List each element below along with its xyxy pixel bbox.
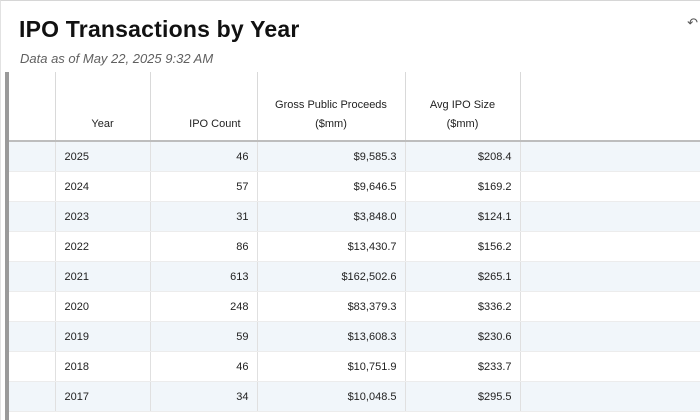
header-year[interactable]: Year: [55, 72, 151, 142]
header-avg-ipo-size[interactable]: Avg IPO Size ($mm): [405, 72, 521, 142]
row-spacer: [9, 351, 56, 382]
cell-empty: [520, 291, 700, 322]
table-row[interactable]: 2025 46 $9,585.3 $208.4: [9, 141, 700, 172]
table-row[interactable]: 2022 86 $13,430.7 $156.2: [9, 231, 700, 262]
cell-ipo-count: 31: [150, 201, 258, 232]
cell-ipo-count: 86: [150, 231, 258, 262]
cell-year: 2021: [55, 261, 151, 292]
cell-gross-proceeds: $10,048.5: [257, 381, 406, 412]
cell-gross-proceeds: $162,502.6: [257, 261, 406, 292]
cell-avg-ipo-size: $169.2: [405, 171, 521, 202]
cell-ipo-count: 46: [150, 351, 258, 382]
header-spacer: [9, 72, 56, 142]
table-row[interactable]: 2024 57 $9,646.5 $169.2: [9, 171, 700, 202]
row-spacer: [9, 231, 56, 262]
cell-avg-ipo-size: $295.5: [405, 381, 521, 412]
row-spacer: [9, 201, 56, 232]
refresh-icon[interactable]: ↶: [687, 15, 698, 30]
cell-gross-proceeds: $3,848.0: [257, 201, 406, 232]
table-row[interactable]: 2018 46 $10,751.9 $233.7: [9, 351, 700, 382]
row-spacer: [9, 321, 56, 352]
cell-year: 2019: [55, 321, 151, 352]
cell-year: 2018: [55, 351, 151, 382]
cell-year: 2023: [55, 201, 151, 232]
cell-year: 2024: [55, 171, 151, 202]
header-ipo-count[interactable]: IPO Count: [150, 72, 258, 142]
row-spacer: [9, 291, 56, 322]
cell-ipo-count: 57: [150, 171, 258, 202]
cell-gross-proceeds: $10,751.9: [257, 351, 406, 382]
cell-gross-proceeds: $9,585.3: [257, 141, 406, 172]
cell-ipo-count: 613: [150, 261, 258, 292]
cell-gross-proceeds: $83,379.3: [257, 291, 406, 322]
row-spacer: [9, 381, 56, 412]
cell-year: 2022: [55, 231, 151, 262]
cell-avg-ipo-size: $156.2: [405, 231, 521, 262]
data-timestamp: Data as of May 22, 2025 9:32 AM: [20, 51, 214, 66]
cell-avg-ipo-size: $208.4: [405, 141, 521, 172]
row-spacer: [9, 141, 56, 172]
cell-ipo-count: 46: [150, 141, 258, 172]
header-gross-line1: Gross Public Proceeds: [275, 99, 387, 111]
header-avg-line2: ($mm): [446, 118, 479, 130]
table-row[interactable]: 2017 34 $10,048.5 $295.5: [9, 381, 700, 412]
cell-empty: [520, 321, 700, 352]
cell-avg-ipo-size: $265.1: [405, 261, 521, 292]
cell-year: 2017: [55, 381, 151, 412]
ipo-table-container: Year IPO Count Gross Public Proceeds ($m…: [5, 72, 700, 420]
cell-avg-ipo-size: $230.6: [405, 321, 521, 352]
cell-gross-proceeds: $9,646.5: [257, 171, 406, 202]
cell-empty: [520, 171, 700, 202]
table-row[interactable]: 2023 31 $3,848.0 $124.1: [9, 201, 700, 232]
cell-avg-ipo-size: $124.1: [405, 201, 521, 232]
row-spacer: [9, 261, 56, 292]
header-empty: [520, 72, 700, 142]
cell-empty: [520, 261, 700, 292]
table-header-row: Year IPO Count Gross Public Proceeds ($m…: [9, 72, 700, 142]
cell-empty: [520, 231, 700, 262]
header-avg-line1: Avg IPO Size: [429, 99, 496, 111]
cell-empty: [520, 201, 700, 232]
cell-year: 2020: [55, 291, 151, 322]
table-row[interactable]: 2019 59 $13,608.3 $230.6: [9, 321, 700, 352]
cell-ipo-count: 34: [150, 381, 258, 412]
cell-year: 2025: [55, 141, 151, 172]
table-row[interactable]: 2021 613 $162,502.6 $265.1: [9, 261, 700, 292]
cell-ipo-count: 59: [150, 321, 258, 352]
cell-empty: [520, 141, 700, 172]
ipo-table: Year IPO Count Gross Public Proceeds ($m…: [9, 72, 700, 412]
row-spacer: [9, 171, 56, 202]
cell-empty: [520, 351, 700, 382]
cell-gross-proceeds: $13,430.7: [257, 231, 406, 262]
header-gross-line2: ($mm): [315, 118, 347, 130]
cell-gross-proceeds: $13,608.3: [257, 321, 406, 352]
cell-ipo-count: 248: [150, 291, 258, 322]
header-gross-proceeds[interactable]: Gross Public Proceeds ($mm): [257, 72, 406, 142]
table-body: 2025 46 $9,585.3 $208.4 2024 57 $9,646.5 $169.2…: [9, 141, 700, 412]
page-title: IPO Transactions by Year: [19, 16, 300, 42]
cell-empty: [520, 381, 700, 412]
cell-avg-ipo-size: $233.7: [405, 351, 521, 382]
cell-avg-ipo-size: $336.2: [405, 291, 521, 322]
table-row[interactable]: 2020 248 $83,379.3 $336.2: [9, 291, 700, 322]
